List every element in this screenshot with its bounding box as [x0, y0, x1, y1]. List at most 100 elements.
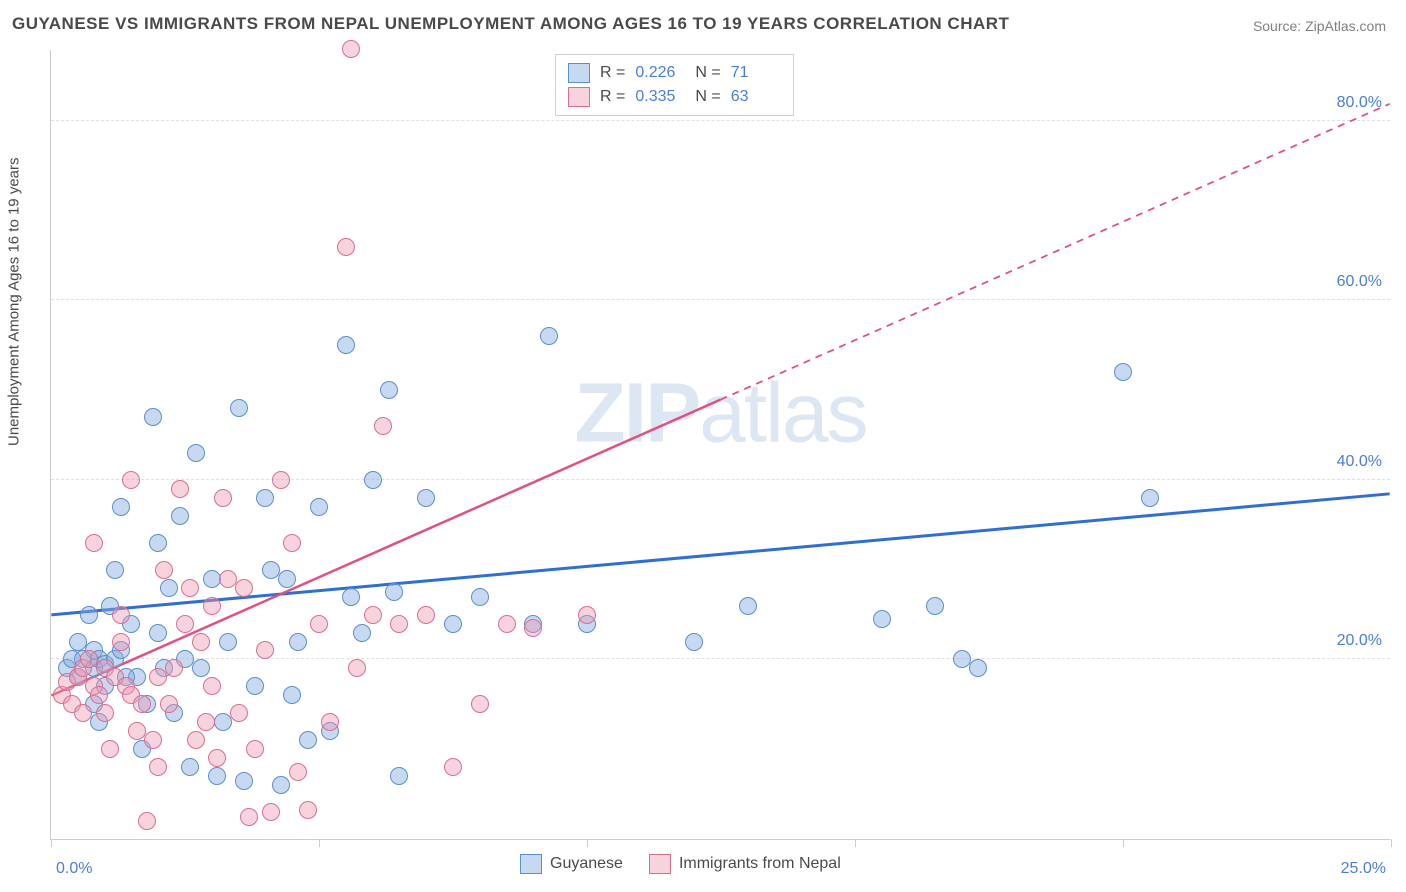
y-tick-label: 40.0%: [1337, 453, 1382, 471]
data-point: [230, 704, 248, 722]
data-point: [1141, 489, 1159, 507]
data-point: [385, 583, 403, 601]
y-axis-label: Unemployment Among Ages 16 to 19 years: [6, 157, 23, 446]
data-point: [299, 731, 317, 749]
stat-r-value: 0.335: [635, 88, 685, 106]
data-point: [240, 808, 258, 826]
grid-line: [51, 479, 1390, 480]
grid-line: [51, 120, 1390, 121]
stat-legend-row: R =0.335N =63: [568, 85, 781, 109]
data-point: [74, 704, 92, 722]
legend-item: Immigrants from Nepal: [649, 854, 841, 874]
stat-r-label: R =: [600, 64, 625, 82]
data-point: [444, 758, 462, 776]
data-point: [149, 624, 167, 642]
trend-line-solid: [51, 494, 1389, 615]
data-point: [390, 615, 408, 633]
trend-lines: [51, 50, 1390, 839]
data-point: [498, 615, 516, 633]
x-tick-min: 0.0%: [56, 860, 92, 878]
data-point: [155, 561, 173, 579]
data-point: [873, 610, 891, 628]
watermark: ZIPatlas: [574, 364, 866, 461]
plot-area: ZIPatlas 20.0%40.0%60.0%80.0%: [50, 50, 1390, 840]
data-point: [80, 606, 98, 624]
data-point: [122, 471, 140, 489]
data-point: [256, 489, 274, 507]
data-point: [926, 597, 944, 615]
data-point: [342, 40, 360, 58]
data-point: [540, 327, 558, 345]
data-point: [208, 767, 226, 785]
y-tick-label: 60.0%: [1337, 273, 1382, 291]
data-point: [337, 336, 355, 354]
data-point: [181, 579, 199, 597]
data-point: [101, 740, 119, 758]
data-point: [272, 776, 290, 794]
data-point: [112, 498, 130, 516]
data-point: [289, 763, 307, 781]
data-point: [90, 686, 108, 704]
data-point: [96, 704, 114, 722]
data-point: [578, 606, 596, 624]
data-point: [176, 615, 194, 633]
data-point: [219, 633, 237, 651]
data-point: [214, 713, 232, 731]
data-point: [181, 758, 199, 776]
x-tick: [587, 839, 588, 847]
data-point: [417, 489, 435, 507]
x-tick: [51, 839, 52, 847]
x-tick: [1391, 839, 1392, 847]
data-point: [149, 758, 167, 776]
x-tick: [1123, 839, 1124, 847]
legend-label: Guyanese: [550, 855, 623, 873]
data-point: [203, 597, 221, 615]
data-point: [262, 803, 280, 821]
data-point: [969, 659, 987, 677]
data-point: [165, 659, 183, 677]
data-point: [235, 579, 253, 597]
data-point: [289, 633, 307, 651]
data-point: [364, 471, 382, 489]
data-point: [138, 812, 156, 830]
data-point: [85, 534, 103, 552]
data-point: [112, 606, 130, 624]
data-point: [310, 615, 328, 633]
data-point: [524, 619, 542, 637]
data-point: [1114, 363, 1132, 381]
data-point: [144, 731, 162, 749]
data-point: [171, 507, 189, 525]
trend-line-dashed: [721, 104, 1390, 400]
data-point: [208, 749, 226, 767]
data-point: [380, 381, 398, 399]
data-point: [112, 633, 130, 651]
data-point: [337, 238, 355, 256]
data-point: [203, 677, 221, 695]
series-legend: Guyanese Immigrants from Nepal: [520, 854, 841, 874]
data-point: [321, 713, 339, 731]
data-point: [230, 399, 248, 417]
data-point: [348, 659, 366, 677]
data-point: [187, 731, 205, 749]
y-tick-label: 20.0%: [1337, 632, 1382, 650]
data-point: [471, 695, 489, 713]
data-point: [278, 570, 296, 588]
stat-n-value: 71: [731, 64, 781, 82]
data-point: [171, 480, 189, 498]
data-point: [471, 588, 489, 606]
data-point: [272, 471, 290, 489]
stat-legend-row: R =0.226N =71: [568, 61, 781, 85]
legend-swatch: [520, 854, 542, 874]
data-point: [133, 695, 151, 713]
data-point: [353, 624, 371, 642]
stat-n-label: N =: [695, 64, 720, 82]
data-point: [390, 767, 408, 785]
data-point: [256, 641, 274, 659]
data-point: [160, 579, 178, 597]
legend-swatch: [568, 63, 590, 83]
stat-n-value: 63: [731, 88, 781, 106]
data-point: [192, 633, 210, 651]
data-point: [444, 615, 462, 633]
x-tick: [855, 839, 856, 847]
data-point: [283, 534, 301, 552]
